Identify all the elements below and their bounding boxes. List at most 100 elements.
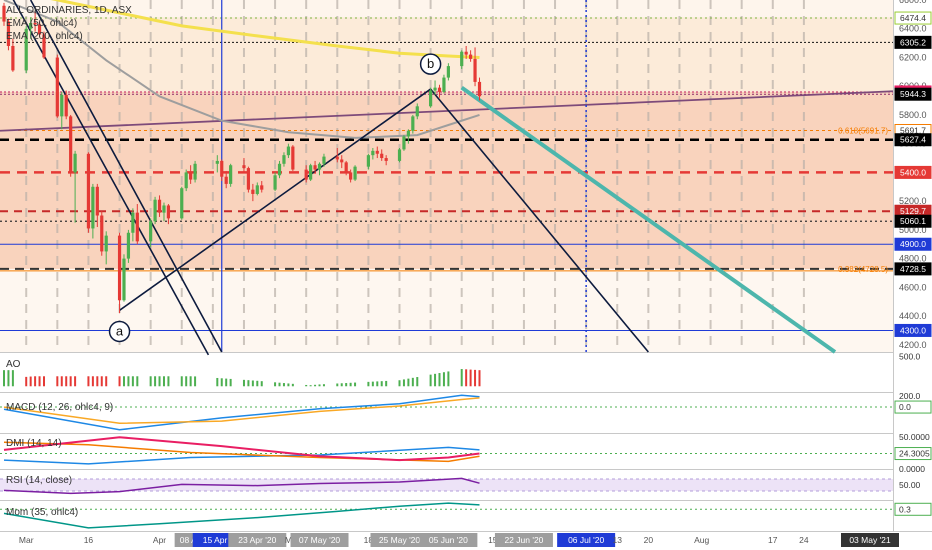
ao-bar xyxy=(167,376,170,387)
teal-trend-channel xyxy=(460,86,837,354)
price-label-box xyxy=(894,165,932,179)
candle-body xyxy=(246,168,251,190)
time-tick-label: Apr xyxy=(153,535,166,545)
time-tick-label: 24 xyxy=(799,535,809,545)
candle-body xyxy=(309,165,313,180)
candle-body xyxy=(415,106,419,117)
ema200-line xyxy=(50,0,480,59)
ao-bar xyxy=(162,376,165,387)
candle-body xyxy=(126,232,131,259)
time-label-box xyxy=(228,533,287,547)
price-label-box xyxy=(894,35,932,49)
candle-body xyxy=(189,172,193,180)
price-label: 5944.3 xyxy=(900,89,926,99)
time-tick-label: 13 xyxy=(613,535,623,545)
rsi-pane-label[interactable]: RSI (14, close) xyxy=(6,475,73,486)
ao-bar xyxy=(429,374,432,387)
price-label: 6305.2 xyxy=(900,37,926,47)
candle-body xyxy=(6,21,11,46)
candle-body xyxy=(366,155,370,167)
ao-bar xyxy=(118,376,121,387)
candle-body xyxy=(255,185,259,194)
macd-pane-label[interactable]: MACD (12, 26, ohlc4, 9) xyxy=(6,402,114,413)
ao-bar xyxy=(42,376,45,387)
price-label: 4728.5 xyxy=(900,264,926,274)
candle-body xyxy=(353,166,357,180)
ao-bar xyxy=(380,381,383,387)
candle-body xyxy=(460,51,464,67)
price-label: 4300.0 xyxy=(900,325,926,335)
price-tick-label: 6400.0 xyxy=(899,24,927,34)
candle-body xyxy=(371,150,375,156)
ao-bar xyxy=(371,381,374,387)
dmi-pane-label[interactable]: DMI (14, 14) xyxy=(6,438,62,449)
ao-bar xyxy=(38,376,41,387)
time-tick-label: 22 Jun '20 xyxy=(504,535,543,545)
candle-body xyxy=(11,45,15,71)
price-tick-label: 4800.0 xyxy=(899,254,927,264)
ao-bar xyxy=(402,379,405,387)
candle-body xyxy=(446,66,450,78)
candle-body xyxy=(335,156,339,160)
price-label: 5129.7 xyxy=(900,206,926,216)
time-tick-label: Mar xyxy=(19,535,34,545)
candle-body xyxy=(411,116,415,131)
mom-pane-background xyxy=(0,501,893,530)
dmi-plus-line xyxy=(3,446,480,465)
symbol-title[interactable]: ALL ORDINARIES, 1D, ASX xyxy=(6,5,132,16)
ao-bar xyxy=(91,376,94,387)
candle-body xyxy=(184,172,188,189)
ema50-line xyxy=(3,0,480,139)
ao-bar xyxy=(256,380,259,387)
ao-pane-label[interactable]: AO xyxy=(6,359,21,370)
ao-bar xyxy=(242,379,245,387)
ao-bar xyxy=(25,376,28,387)
ao-bar xyxy=(340,383,343,387)
price-label: 5060.1 xyxy=(900,216,926,226)
ao-bar xyxy=(11,370,14,387)
candle-body xyxy=(131,212,135,233)
pane-axis-label: 50.0000 xyxy=(899,432,930,442)
macd-pane-background xyxy=(0,393,893,433)
channel-line xyxy=(12,0,210,356)
candle-body xyxy=(349,172,353,180)
price-label: 6474.4 xyxy=(900,13,926,23)
time-label-box xyxy=(290,533,349,547)
ao-bar xyxy=(154,376,157,387)
ema200-legend[interactable]: EMA (200, ohlc4) xyxy=(6,31,83,42)
candle-body xyxy=(193,163,197,180)
price-label-box xyxy=(894,237,932,251)
ao-bar xyxy=(122,376,125,387)
ao-bar xyxy=(438,373,441,387)
time-tick-label: Aug xyxy=(694,535,709,545)
candle-body xyxy=(29,22,33,29)
candle-body xyxy=(304,169,308,180)
price-label: 5400.0 xyxy=(900,167,926,177)
ao-bar xyxy=(180,376,183,387)
time-tick-label: 03 May '21 xyxy=(849,535,891,545)
ao-bar xyxy=(260,381,263,387)
ao-bar xyxy=(469,369,472,387)
ao-bar xyxy=(60,376,63,387)
support-zone xyxy=(0,91,893,269)
dmi-minus-line xyxy=(3,441,480,463)
ema50-legend[interactable]: EMA (50, ohlc4) xyxy=(6,18,78,29)
ao-bar xyxy=(309,385,312,387)
mom-pane-label[interactable]: Mom (35, ohlc4) xyxy=(6,507,79,518)
ao-bar xyxy=(7,370,10,387)
price-label-box xyxy=(894,323,932,337)
time-tick-label: 05 Jun '20 xyxy=(429,535,468,545)
candle-body xyxy=(380,153,384,159)
price-tick-label: 4400.0 xyxy=(899,311,927,321)
ao-bar xyxy=(251,380,254,387)
channel-line xyxy=(119,88,432,311)
ao-bar xyxy=(96,376,99,387)
ao-bar xyxy=(287,383,290,387)
price-tick-label: 4200.0 xyxy=(899,340,927,350)
candle-body xyxy=(344,162,348,173)
ao-bar xyxy=(3,370,5,387)
candle-body xyxy=(477,81,482,97)
time-tick-label: 15 Apr '20 xyxy=(203,535,241,545)
ao-bar xyxy=(376,381,379,387)
